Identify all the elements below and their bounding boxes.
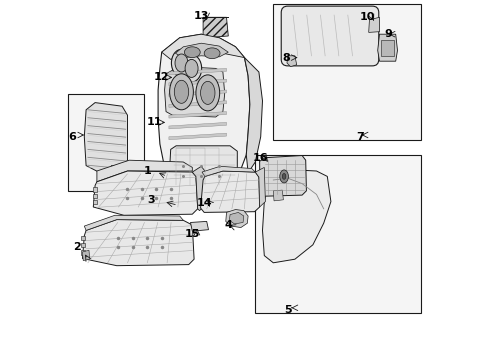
- Text: 14: 14: [197, 198, 212, 208]
- Ellipse shape: [200, 81, 215, 104]
- Ellipse shape: [185, 59, 198, 77]
- Polygon shape: [244, 58, 262, 173]
- Ellipse shape: [174, 80, 188, 103]
- Polygon shape: [168, 146, 237, 187]
- Polygon shape: [273, 190, 283, 201]
- Text: 10: 10: [359, 12, 374, 22]
- Polygon shape: [229, 212, 244, 224]
- Text: 7: 7: [355, 132, 363, 142]
- Text: 11: 11: [146, 117, 162, 127]
- Ellipse shape: [169, 74, 193, 110]
- Text: 8: 8: [282, 53, 290, 63]
- Polygon shape: [381, 40, 393, 56]
- Bar: [68, 94, 143, 191]
- Polygon shape: [377, 34, 397, 61]
- Polygon shape: [368, 17, 379, 32]
- Ellipse shape: [204, 48, 220, 59]
- Polygon shape: [110, 165, 123, 179]
- Polygon shape: [158, 34, 249, 185]
- FancyBboxPatch shape: [281, 6, 378, 66]
- Ellipse shape: [184, 47, 200, 58]
- Ellipse shape: [279, 170, 288, 183]
- Polygon shape: [175, 43, 228, 58]
- Ellipse shape: [171, 49, 191, 77]
- Ellipse shape: [175, 54, 187, 72]
- Polygon shape: [168, 101, 226, 107]
- Text: 13: 13: [193, 11, 208, 21]
- Polygon shape: [84, 215, 183, 230]
- Bar: [81, 250, 85, 255]
- Polygon shape: [202, 166, 255, 176]
- Polygon shape: [84, 103, 127, 172]
- Bar: [273, 4, 420, 140]
- Polygon shape: [168, 133, 226, 140]
- Text: 12: 12: [154, 72, 169, 82]
- Bar: [81, 236, 85, 240]
- Bar: [92, 187, 97, 192]
- Polygon shape: [255, 167, 265, 207]
- Text: 3: 3: [147, 195, 154, 205]
- Bar: [81, 243, 85, 247]
- Polygon shape: [200, 171, 259, 212]
- Polygon shape: [168, 79, 226, 86]
- Polygon shape: [190, 221, 208, 231]
- Polygon shape: [192, 166, 205, 211]
- Text: 9: 9: [384, 29, 392, 39]
- Polygon shape: [97, 160, 192, 182]
- Polygon shape: [286, 56, 296, 67]
- Polygon shape: [259, 156, 306, 196]
- Polygon shape: [162, 34, 244, 59]
- Text: 4: 4: [224, 220, 232, 230]
- Polygon shape: [82, 250, 89, 261]
- Polygon shape: [203, 17, 228, 38]
- Text: 2: 2: [73, 242, 81, 252]
- Ellipse shape: [196, 75, 219, 111]
- Ellipse shape: [181, 55, 201, 82]
- Text: 15: 15: [184, 229, 200, 239]
- Bar: [255, 155, 420, 313]
- Text: 5: 5: [284, 305, 291, 315]
- Polygon shape: [168, 68, 226, 75]
- Polygon shape: [225, 210, 247, 228]
- Bar: [92, 194, 97, 198]
- Text: 6: 6: [68, 132, 76, 142]
- Ellipse shape: [282, 174, 285, 179]
- Text: 1: 1: [143, 166, 151, 176]
- Text: 16: 16: [252, 153, 268, 163]
- Polygon shape: [164, 67, 224, 117]
- Polygon shape: [262, 169, 330, 263]
- Polygon shape: [168, 112, 226, 118]
- Polygon shape: [93, 171, 197, 215]
- Polygon shape: [168, 122, 226, 129]
- Bar: [92, 200, 97, 204]
- Polygon shape: [82, 220, 194, 266]
- Polygon shape: [168, 90, 226, 96]
